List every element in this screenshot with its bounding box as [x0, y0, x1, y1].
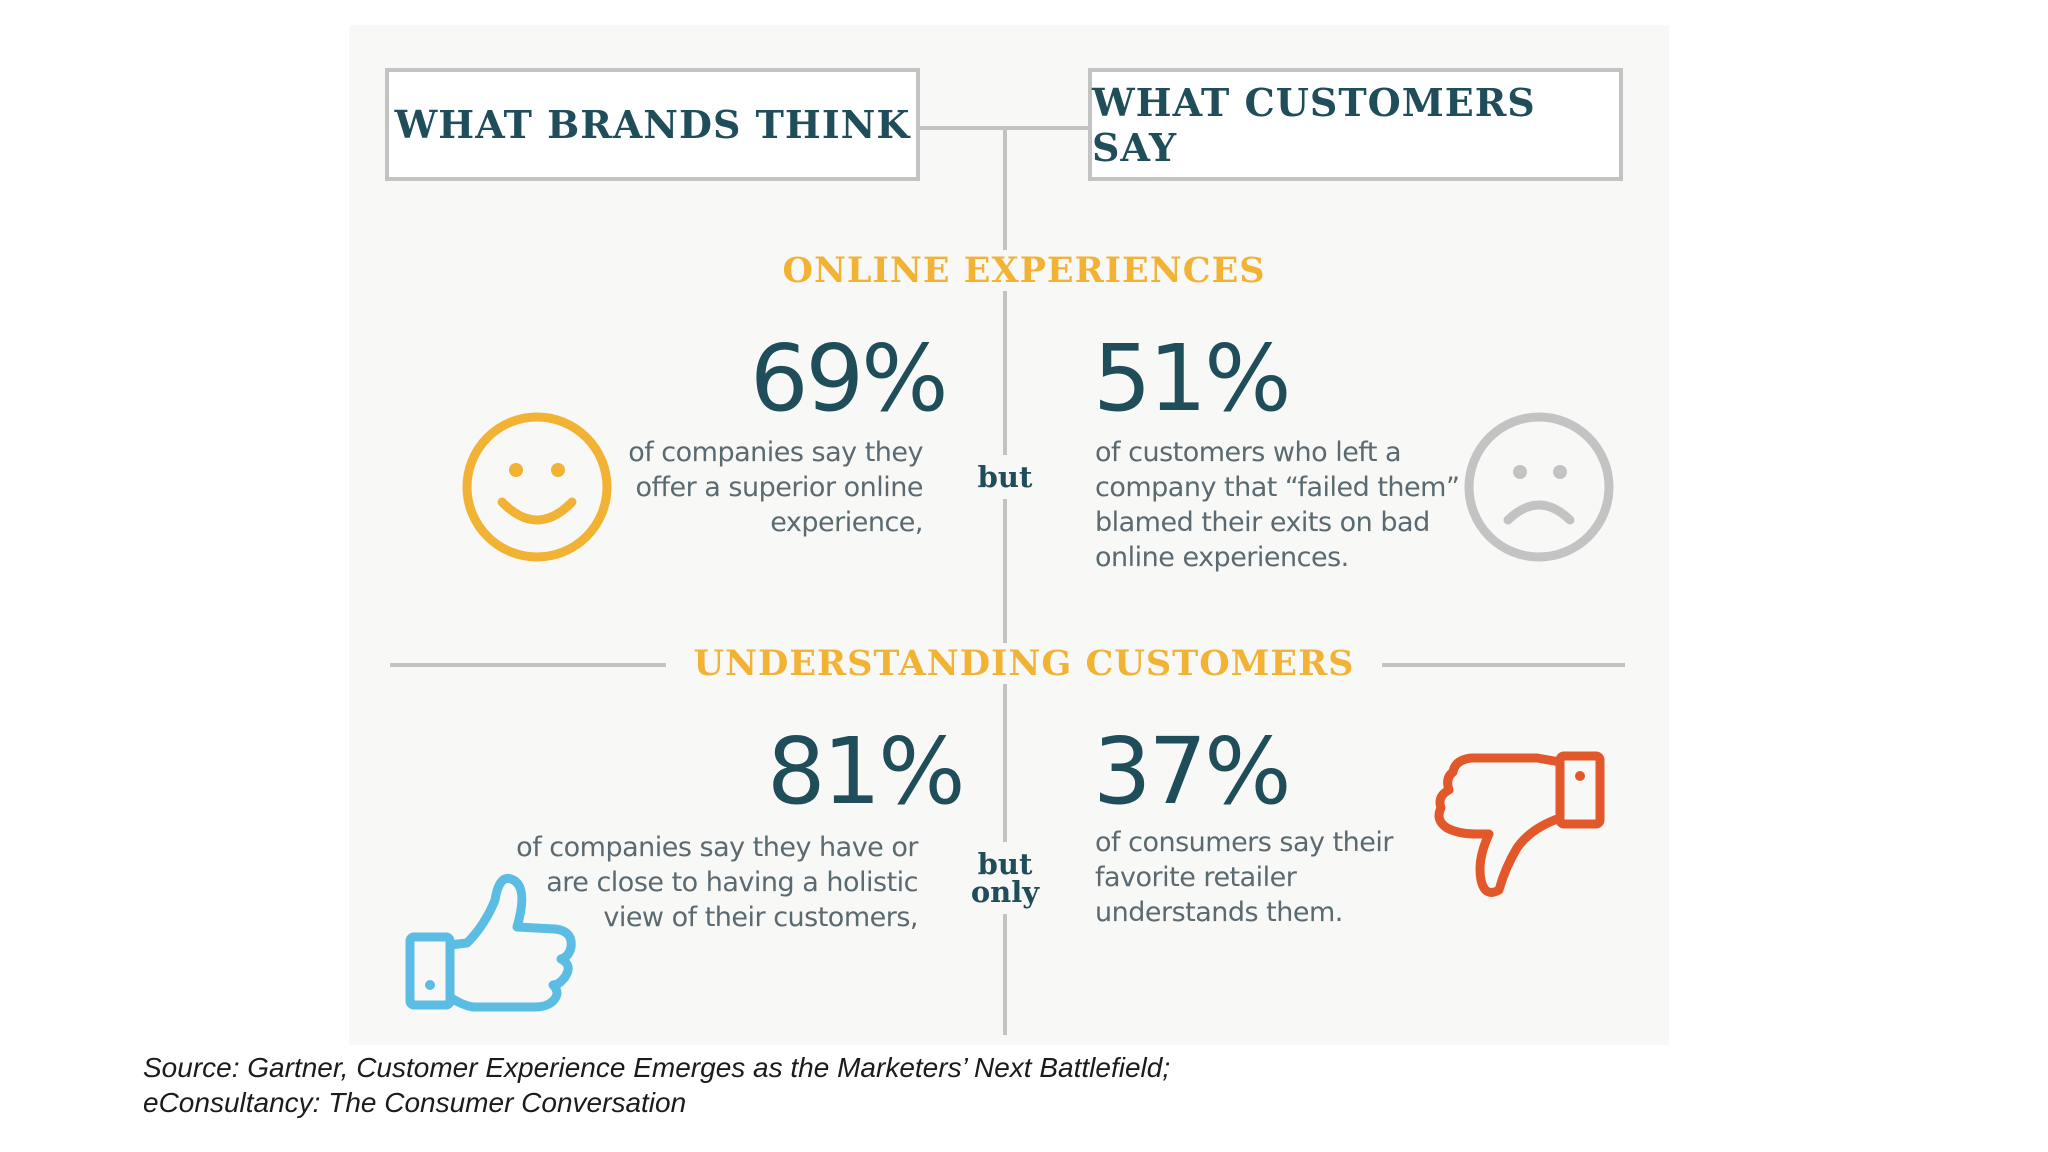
description-line: view of their customers,: [603, 902, 918, 933]
stat-37-percent: 37%: [1093, 718, 1291, 825]
source-line-2: eConsultancy: The Consumer Conversation: [143, 1087, 687, 1118]
description-line: are close to having a holistic: [546, 867, 918, 898]
description-line: offer a superior online: [635, 472, 923, 503]
source-line-1: Source: Gartner, Customer Experience Eme…: [143, 1052, 1171, 1083]
description-line: understands them.: [1095, 897, 1343, 928]
section-title-understanding: UNDERSTANDING CUSTOMERS: [0, 643, 2048, 684]
thumbs-up-icon: [405, 873, 576, 1012]
description-line: of companies say they: [628, 437, 923, 468]
thumbs-down-icon: [1434, 751, 1605, 897]
stat-81-description: of companies say they have or are close …: [418, 830, 918, 935]
description-line: online experiences.: [1095, 542, 1349, 573]
description-line: favorite retailer: [1095, 862, 1297, 893]
stat-81-percent: 81%: [767, 718, 965, 825]
section-divider-left: [390, 663, 710, 667]
description-line: experience,: [770, 507, 923, 538]
source-citation: Source: Gartner, Customer Experience Eme…: [143, 1050, 1170, 1120]
section-divider-right: [1300, 663, 1625, 667]
sad-face-icon: [1464, 412, 1614, 562]
stat-51-percent: 51%: [1093, 325, 1291, 432]
center-divider-line: [1003, 128, 1007, 1035]
connector-text: only: [970, 875, 1040, 909]
smiley-face-icon: [462, 412, 612, 562]
connector-but: but: [945, 455, 1065, 499]
description-line: of consumers say their: [1095, 827, 1394, 858]
header-brands-think: WHAT BRANDS THINK: [385, 68, 920, 181]
section-title-understanding-text: UNDERSTANDING CUSTOMERS: [665, 643, 1383, 684]
section-title-online-text: ONLINE EXPERIENCES: [754, 250, 1294, 291]
stat-69-description: of companies say they offer a superior o…: [503, 435, 923, 540]
connector-text: but: [977, 460, 1033, 494]
connector-but-only: but only: [945, 842, 1065, 914]
section-title-online: ONLINE EXPERIENCES: [0, 250, 2048, 291]
stat-37-description: of consumers say their favorite retailer…: [1095, 825, 1515, 930]
stat-51-description: of customers who left a company that “fa…: [1095, 435, 1515, 575]
connector-text: but: [977, 847, 1033, 881]
description-line: blamed their exits on bad: [1095, 507, 1430, 538]
description-line: of companies say they have or: [516, 832, 918, 863]
stat-69-percent: 69%: [750, 325, 948, 432]
description-line: company that “failed them”: [1095, 472, 1460, 503]
description-line: of customers who left a: [1095, 437, 1402, 468]
header-customers-say: WHAT CUSTOMERS SAY: [1088, 68, 1623, 181]
